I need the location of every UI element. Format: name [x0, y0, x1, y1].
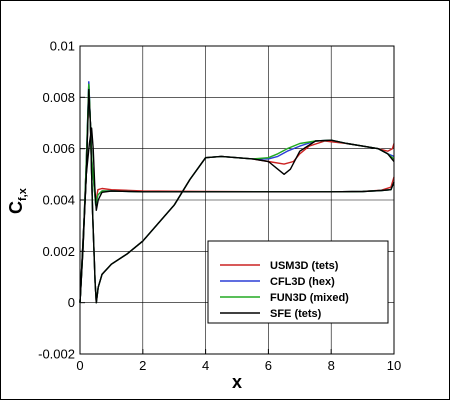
x-tick-label: 10 — [387, 358, 401, 373]
series-line-3 — [79, 88, 395, 304]
y-tick-label: 0.004 — [42, 193, 75, 208]
series-lines — [79, 81, 395, 304]
x-tick-label: 8 — [328, 358, 335, 373]
series-line-3 — [79, 127, 395, 303]
legend-label: USM3D (tets) — [270, 260, 339, 272]
y-axis-label-main: C — [6, 201, 26, 214]
legend-label: SFE (tets) — [270, 308, 322, 320]
legend-label: CFL3D (hex) — [270, 276, 335, 288]
y-tick-label: 0.008 — [42, 90, 75, 105]
y-tick-label: 0.002 — [42, 244, 75, 259]
svg-text:Cf,x: Cf,x — [6, 187, 29, 214]
x-tick-label: 6 — [265, 358, 272, 373]
legend: USM3D (tets) CFL3D (hex) FUN3D (mixed) SFE … — [207, 240, 389, 324]
legend-label: FUN3D (mixed) — [270, 292, 349, 304]
plot-area-border — [79, 45, 395, 355]
y-axis-label: Cf,x — [6, 187, 29, 214]
y-tick-label: 0 — [68, 295, 75, 310]
y-tick-label: 0.006 — [42, 141, 75, 156]
y-tick-label: 0.01 — [50, 39, 75, 54]
y-axis-label-subscript: f,x — [17, 187, 29, 201]
x-tick-label: 2 — [139, 358, 146, 373]
y-tick-label: -0.002 — [38, 347, 75, 362]
x-tick-label: 4 — [202, 358, 209, 373]
x-tick-label: 0 — [76, 358, 83, 373]
legend-box — [207, 240, 389, 324]
x-axis-label: x — [232, 372, 242, 392]
